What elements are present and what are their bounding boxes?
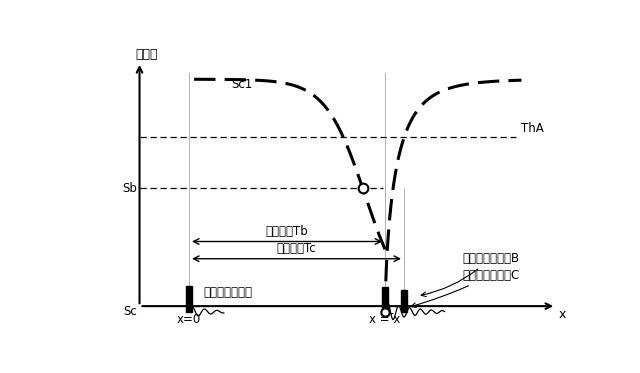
Text: x = ̅x: x = ̅x xyxy=(369,313,401,326)
Text: 正当メッセージ: 正当メッセージ xyxy=(203,286,252,299)
Text: スコア: スコア xyxy=(136,47,158,60)
Bar xyxy=(382,287,388,312)
Text: 送信間隔Tb: 送信間隔Tb xyxy=(266,225,308,238)
Text: x: x xyxy=(559,308,566,320)
Text: Sc1: Sc1 xyxy=(231,78,253,91)
Text: 対象メッセージC: 対象メッセージC xyxy=(412,269,519,307)
Text: Sc: Sc xyxy=(124,305,137,319)
Bar xyxy=(186,286,192,312)
Text: Sb: Sb xyxy=(122,182,137,195)
Text: 対象メッセージB: 対象メッセージB xyxy=(421,252,519,297)
Text: 送信間隔Tc: 送信間隔Tc xyxy=(276,242,316,255)
Text: ThA: ThA xyxy=(522,122,544,135)
Text: x=0: x=0 xyxy=(177,313,201,326)
Bar xyxy=(401,290,406,312)
